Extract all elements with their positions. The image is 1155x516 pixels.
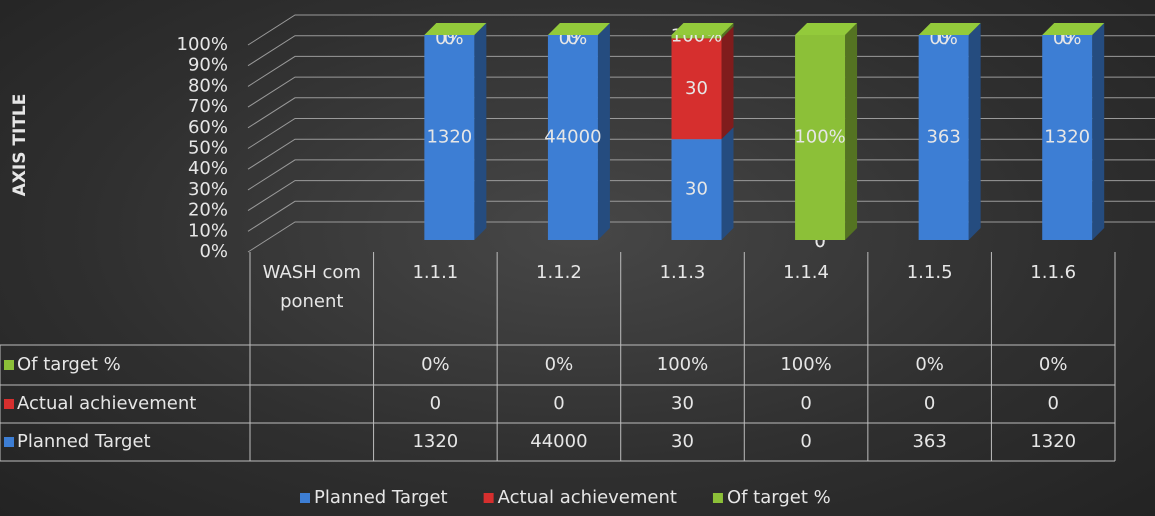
- bar-top: [795, 23, 858, 35]
- y-tick-label: 30%: [188, 179, 228, 200]
- grid-line: [247, 200, 1155, 232]
- bar-side: [721, 23, 734, 39]
- y-tick-label: 90%: [188, 55, 228, 76]
- y-tick-label: 70%: [188, 96, 228, 117]
- data-label: 0: [814, 231, 825, 252]
- bar: [795, 35, 846, 240]
- table-cell: 100%: [657, 354, 708, 375]
- x-tick-label: 1.1.6: [1030, 262, 1077, 283]
- x-tick-label: 1.1.3: [659, 262, 706, 283]
- table-cell: 0%: [915, 354, 944, 375]
- bar-top: [671, 23, 734, 35]
- data-label: 0: [567, 28, 578, 49]
- bar: [424, 35, 475, 240]
- bar-side: [721, 26, 734, 140]
- bar-side: [721, 127, 734, 240]
- table-cell: 100%: [780, 354, 831, 375]
- data-label: 44000: [544, 127, 601, 148]
- table-cell: 1320: [1030, 431, 1076, 452]
- axis-title: AXIS TITLE: [10, 94, 30, 197]
- data-label: 363: [926, 127, 960, 148]
- bar-top: [424, 23, 487, 35]
- grid-line: [247, 55, 1155, 87]
- x-tick-label: 1.1.5: [906, 262, 953, 283]
- grid-line: [247, 35, 1155, 67]
- grid-line: [247, 138, 1155, 170]
- x-tick-label: WASH component: [262, 262, 361, 312]
- y-tick-label: 100%: [177, 34, 228, 55]
- bar: [918, 35, 969, 240]
- bar-side: [845, 23, 858, 240]
- data-label: 1320: [1044, 127, 1090, 148]
- data-label: 0: [814, 231, 825, 252]
- data-label: 30: [685, 78, 708, 99]
- grid-line: [247, 159, 1155, 191]
- table-cell: 30: [671, 393, 694, 414]
- table-cell: 30: [671, 431, 694, 452]
- table-cell: 0: [430, 393, 441, 414]
- table-cell: 0%: [1039, 354, 1068, 375]
- bar-top: [918, 23, 981, 35]
- bar: [547, 35, 598, 240]
- bar-side: [597, 23, 610, 240]
- legend-key: [300, 493, 310, 503]
- y-tick-label: 50%: [188, 138, 228, 159]
- table-cell: 44000: [530, 431, 587, 452]
- legend-key: [4, 360, 14, 370]
- data-label: 0: [1061, 28, 1072, 49]
- data-label: 1320: [426, 127, 472, 148]
- table-cell: 0: [1047, 393, 1058, 414]
- bar-top: [547, 23, 610, 35]
- data-label: 0: [938, 28, 949, 49]
- table-cell: 1320: [412, 431, 458, 452]
- legend-label: Planned Target: [314, 487, 448, 508]
- bar-top: [1042, 23, 1105, 35]
- bar-side: [1092, 23, 1105, 240]
- y-tick-label: 40%: [188, 158, 228, 179]
- grid-line: [247, 14, 1155, 46]
- data-label: 30: [685, 179, 708, 200]
- x-tick-label: 1.1.1: [412, 262, 459, 283]
- grid-line: [247, 118, 1155, 149]
- bar: [671, 139, 722, 240]
- y-tick-label: 0%: [199, 241, 228, 262]
- table-cell: 0%: [421, 354, 450, 375]
- row-label: Of target %: [17, 354, 121, 375]
- row-label: Actual achievement: [17, 393, 196, 414]
- bar-side: [968, 23, 981, 240]
- legend-key: [4, 399, 14, 409]
- data-label: 100%: [794, 127, 845, 148]
- table-cell: 0: [924, 393, 935, 414]
- bar: [671, 35, 722, 39]
- bar-side: [474, 23, 487, 240]
- legend-key: [712, 493, 723, 503]
- y-tick-label: 20%: [188, 200, 228, 221]
- legend-key: [4, 437, 14, 447]
- table-cell: 363: [912, 431, 946, 452]
- row-label: Planned Target: [17, 431, 151, 452]
- x-tick-label: 1.1.2: [536, 262, 582, 283]
- table-cell: 0: [553, 393, 564, 414]
- grid-line: [247, 97, 1155, 129]
- table-cell: 0: [800, 393, 811, 414]
- legend-key: [483, 493, 494, 503]
- y-tick-label: 60%: [188, 117, 228, 138]
- y-tick-label: 80%: [188, 75, 228, 96]
- x-tick-label: 1.1.4: [783, 262, 829, 283]
- grid-line: [247, 180, 1155, 212]
- bar: [671, 38, 722, 140]
- legend-label: Actual achievement: [498, 487, 677, 508]
- y-tick-label: 10%: [188, 220, 228, 241]
- grid-line: [247, 221, 1155, 253]
- table-cell: 0: [800, 431, 811, 452]
- grid-line: [247, 76, 1155, 108]
- bar: [1042, 35, 1093, 240]
- legend-label: Of target %: [727, 487, 831, 508]
- table-cell: 0%: [545, 354, 574, 375]
- data-label: 0: [444, 28, 455, 49]
